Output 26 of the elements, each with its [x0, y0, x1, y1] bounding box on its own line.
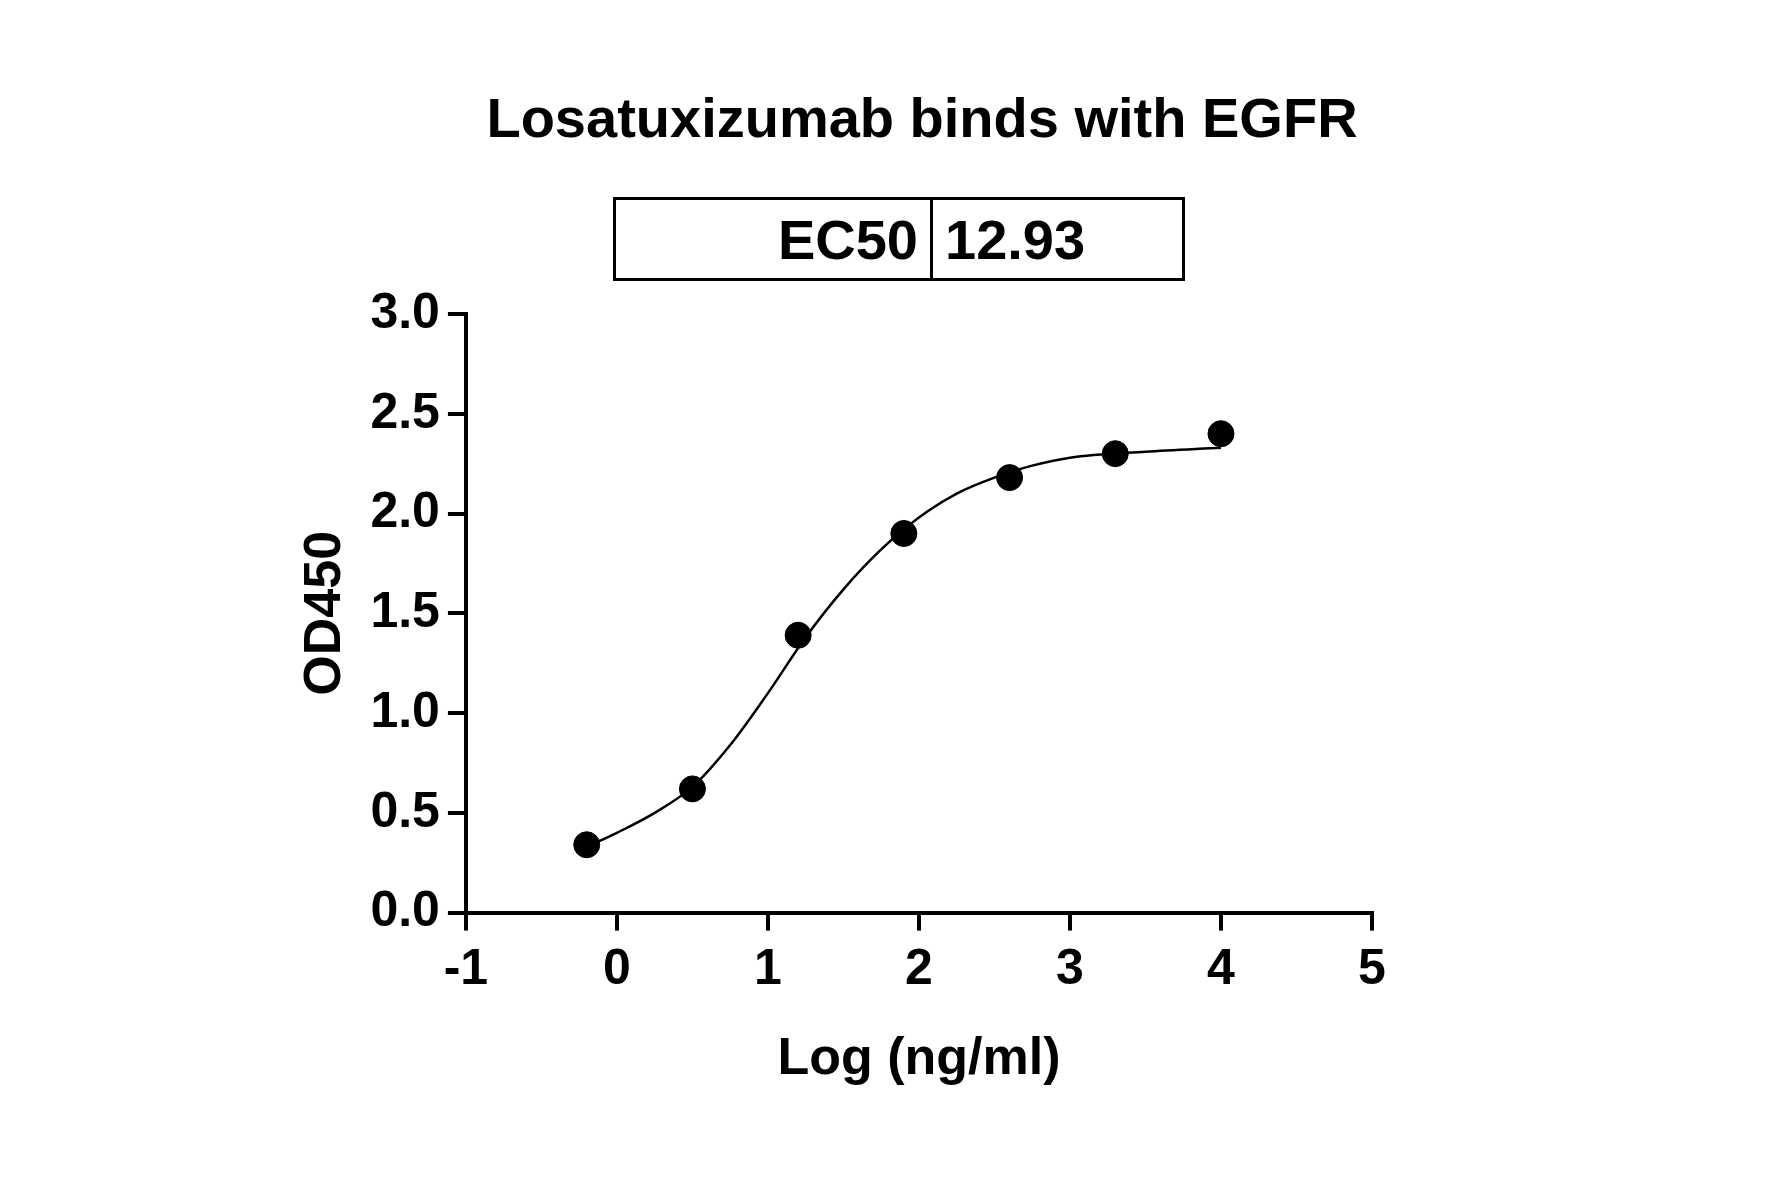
y-tick-label: 0.0: [370, 881, 440, 938]
y-tick-label: 3.0: [370, 282, 440, 339]
x-tick-label: 5: [1358, 939, 1386, 996]
point: [996, 464, 1024, 492]
x-tick-label: 0: [603, 939, 631, 996]
point: [1207, 420, 1235, 448]
point: [573, 831, 601, 859]
x-axis-title: Log (ng/ml): [777, 1027, 1061, 1086]
y-tick-label: 0.5: [370, 781, 440, 838]
point: [1101, 440, 1129, 468]
text: EC50: [614, 198, 932, 280]
y-axis-title: OD450: [292, 530, 351, 696]
y-tick-label: 2.0: [370, 482, 440, 539]
y-tick-label: 1.0: [370, 681, 440, 738]
x-tick-label: 4: [1207, 939, 1236, 996]
point: [890, 519, 918, 547]
y-tick-label: 1.5: [370, 582, 440, 639]
x-tick-label: 2: [905, 939, 933, 996]
y-tick-label: 2.5: [370, 382, 440, 439]
text: 12.93: [931, 198, 1184, 280]
x-tick-label: -1: [443, 939, 489, 996]
point: [678, 775, 706, 803]
x-tick-label: 1: [754, 939, 782, 996]
chart-title: Losatuxizumab binds with EGFR: [485, 85, 1359, 150]
x-tick-label: 3: [1056, 939, 1084, 996]
point: [784, 621, 812, 649]
